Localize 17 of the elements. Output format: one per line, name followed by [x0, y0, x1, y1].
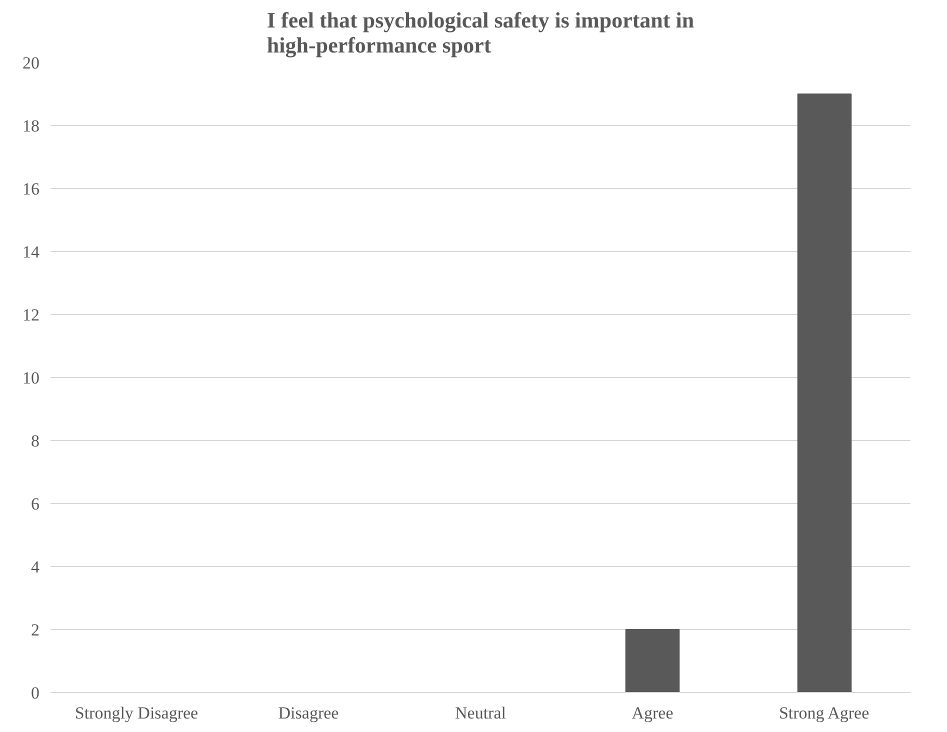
x-tick-label: Strong Agree: [778, 704, 870, 722]
y-tick-label: 2: [31, 620, 40, 640]
y-tick-label: 0: [31, 684, 40, 702]
x-tick-label: Strongly Disagree: [74, 704, 198, 722]
y-tick-label: 16: [22, 180, 40, 198]
x-tick-label: Agree: [632, 704, 674, 722]
x-tick-label: Neutral: [455, 704, 506, 722]
y-tick-label: 6: [31, 494, 40, 514]
y-tick-label: 4: [31, 558, 40, 576]
y-tick-label: 12: [22, 306, 40, 324]
y-tick-label: 10: [22, 368, 40, 388]
y-tick-label: 18: [22, 116, 40, 136]
y-tick-label: 8: [31, 432, 40, 450]
chart-title: I feel that psychological safety is important in high-performance sport: [266, 8, 694, 58]
x-tick-label: Disagree: [278, 704, 339, 722]
y-tick-label: 14: [22, 242, 40, 262]
y-tick-label: 20: [22, 54, 40, 72]
